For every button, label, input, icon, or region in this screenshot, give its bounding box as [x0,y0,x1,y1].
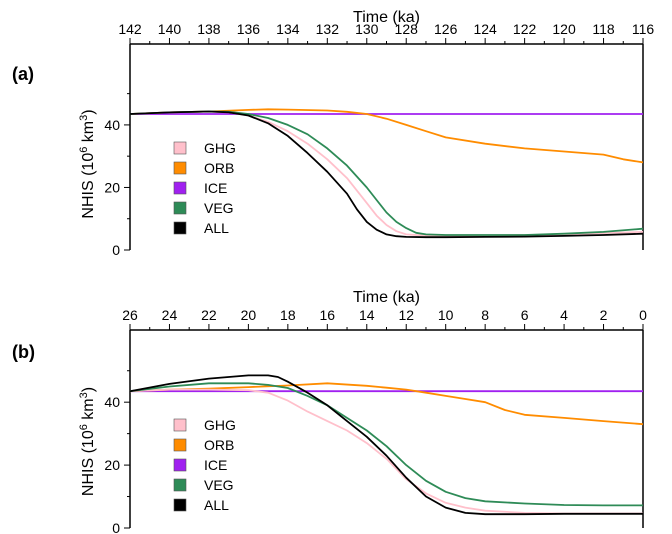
x-tick-label: 128 [395,21,419,37]
y-axis-title: NHIS (106 km3) [78,387,97,496]
series-line-orb [129,108,644,164]
x-tick-label: 20 [241,307,257,323]
x-tick-label: 116 [632,21,655,37]
x-tick-label: 0 [639,307,647,323]
x-tick-label: 14 [359,307,375,323]
x-tick-label: 24 [162,307,178,323]
series-line-ghg [129,388,643,515]
y-axis-title: NHIS (106 km3) [78,109,97,218]
x-tick-label: 12 [398,307,414,323]
legend-swatch-orb [173,161,187,175]
x-tick-label: 26 [122,307,138,323]
x-tick-label: 2 [600,307,608,323]
x-axis-title: Time (ka) [353,289,420,306]
legend-swatch-all [173,498,187,512]
legend-swatch-ghg [173,141,187,155]
x-tick-label: 140 [158,21,182,37]
x-tick-label: 120 [552,21,576,37]
legend-label-ghg: GHG [204,140,236,156]
x-tick-label: 126 [434,21,458,37]
legend-label-ice: ICE [204,457,227,473]
x-tick-label: 8 [481,307,489,323]
panel-a: 142 140 138 136 134 132 130 128 126 124 122 120 118 1… [12,9,654,258]
x-tick-label: 138 [197,21,221,37]
x-tick-label: 118 [592,21,615,37]
legend-label-all: ALL [204,220,229,236]
legend-label-ice: ICE [204,180,227,196]
panel-label: (b) [12,342,35,362]
legend-swatch-orb [173,438,187,452]
panel-label: (a) [12,64,34,84]
x-tick-label: 136 [237,21,261,37]
legend-swatch-veg [173,201,187,215]
series-line-all [129,374,643,516]
legend-swatch-ghg [173,418,187,432]
x-tick-label: 142 [118,21,142,37]
x-tick-label: 10 [438,307,454,323]
series-line-veg [129,382,643,507]
legend-label-orb: ORB [204,160,234,176]
x-tick-label: 130 [355,21,379,37]
y-tick-label: 0 [112,242,120,258]
x-tick-label: 134 [276,21,300,37]
legend-label-all: ALL [204,497,229,513]
x-tick-label: 4 [560,307,568,323]
legend-swatch-ice [173,458,187,472]
legend-label-ghg: GHG [204,417,236,433]
legend-swatch-veg [173,478,187,492]
x-tick-label: 132 [316,21,340,37]
y-tick-label: 0 [112,520,120,534]
y-tick-label: 20 [104,179,120,195]
x-tick-label: 22 [201,307,217,323]
series-line-orb [129,382,644,426]
x-tick-label: 124 [473,21,497,37]
series-line-all [129,110,644,239]
legend-label-orb: ORB [204,437,234,453]
legend-label-veg: VEG [204,200,234,216]
x-axis-title: Time (ka) [353,9,420,26]
x-tick-label: 16 [320,307,336,323]
x-tick-label: 6 [521,307,529,323]
y-tick-label: 40 [104,394,120,410]
legend-label-veg: VEG [204,477,234,493]
series-line-veg [129,110,644,236]
y-tick-label: 20 [104,457,120,473]
legend-swatch-all [173,221,187,235]
y-tick-label: 40 [104,117,120,133]
x-tick-label: 122 [513,21,537,37]
x-tick-label: 18 [280,307,296,323]
legend-swatch-ice [173,181,187,195]
